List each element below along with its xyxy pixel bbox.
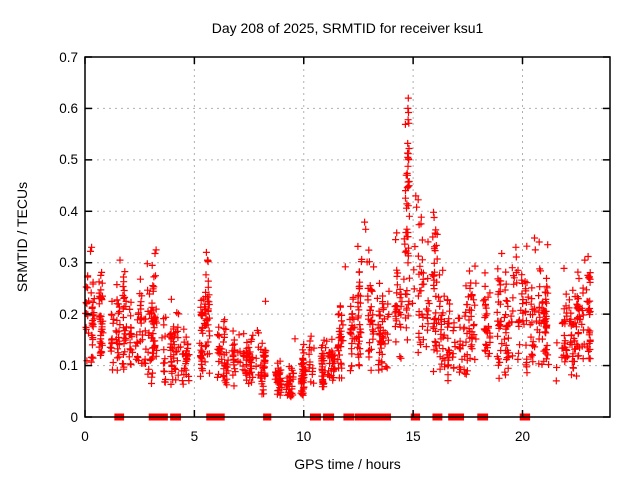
plot-border (84, 56, 611, 418)
x-axis-label: GPS time / hours (294, 456, 401, 472)
y-tick-label-0.4: 0.4 (59, 203, 78, 219)
y-tick-label-0.3: 0.3 (59, 255, 78, 271)
y-tick-label-0.7: 0.7 (59, 49, 78, 65)
scatter-points (82, 94, 594, 401)
y-tick-label-0.2: 0.2 (59, 306, 78, 322)
y-tick-label-0.1: 0.1 (59, 358, 78, 374)
x-tick-label-10: 10 (296, 429, 312, 444)
x-tick-label-15: 15 (405, 429, 421, 444)
x-tick-label-5: 5 (190, 429, 199, 444)
y-tick-label-0.5: 0.5 (59, 152, 78, 168)
y-tick-label-0: 0 (70, 409, 78, 425)
x-tick-label-20: 20 (514, 429, 531, 444)
y-tick-label-0.6: 0.6 (59, 100, 78, 116)
x-tick-label-0: 0 (81, 429, 89, 444)
chart-title: Day 208 of 2025, SRMTID for receiver ksu… (211, 20, 484, 36)
